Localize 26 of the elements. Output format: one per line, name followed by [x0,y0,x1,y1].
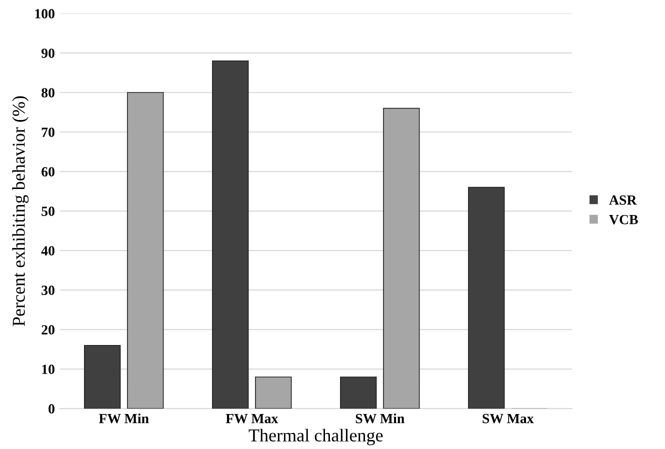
y-tick-label: 70 [42,128,54,137]
x-tick-label: FW Min [98,413,149,424]
legend-label: ASR [609,195,637,205]
x-tick-label: SW Min [356,413,404,424]
bar [340,376,377,409]
y-tick-label: 90 [41,48,54,58]
y-tick-label: 80 [42,88,54,98]
legend-label: VCB [609,214,638,224]
bar [255,376,292,409]
bar [127,92,164,409]
y-tick-label: 100 [35,9,54,18]
y-tick-label: 60 [42,167,54,176]
y-tick-label: 20 [42,325,54,335]
x-tick-label: SW Max [482,414,534,424]
y-tick-label: 50 [42,206,54,216]
y-axis-title: Percent exhibiting behavior (%) [12,96,29,326]
y-tick-label: 10 [42,364,54,374]
y-tick-label: 30 [42,286,54,296]
y-tick-label: 0 [48,404,54,414]
y-tick-label: 40 [41,246,54,256]
x-tick-label: FW Max [226,414,278,424]
bar [212,60,249,409]
x-axis-title: Thermal challenge [248,428,383,446]
bar [84,344,121,409]
bar [383,108,420,409]
bar [468,186,505,409]
